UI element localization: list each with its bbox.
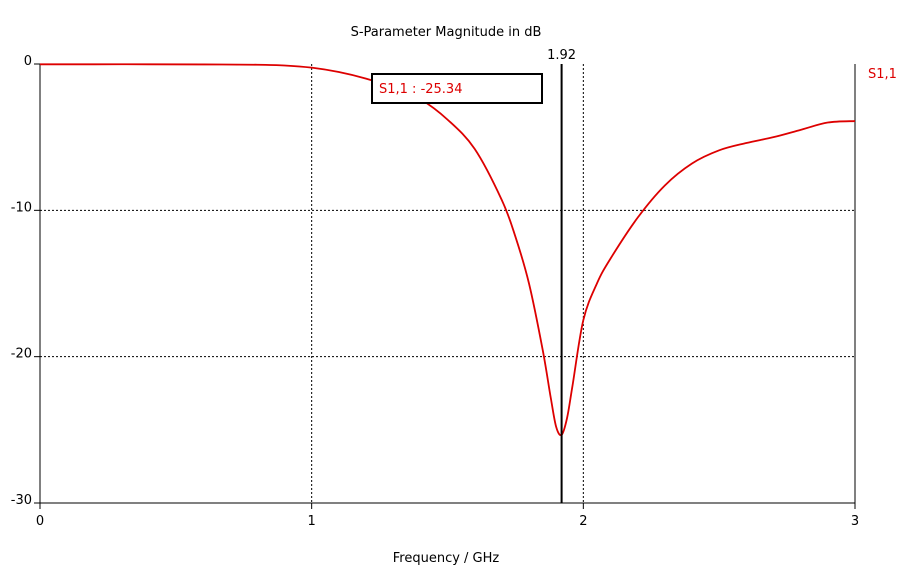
series-layer [39,63,856,437]
x-tick-label: 3 [851,514,859,529]
chart-title: S-Parameter Magnitude in dB [351,25,542,40]
x-tick-label: 1 [308,514,316,529]
grid-layer [40,64,855,503]
series-line-s11 [39,63,856,437]
marker-readout-box [371,73,543,104]
marker-readout-text: S1,1 : -25.34 [379,82,462,97]
y-tick-label: -10 [11,200,32,215]
legend-entry-s11: S1,1 [868,67,897,82]
y-tick-label: 0 [24,54,32,69]
y-tick-label: -30 [11,493,32,508]
x-tick-label: 0 [36,514,44,529]
x-axis-label: Frequency / GHz [393,551,500,566]
x-tick-label: 2 [579,514,587,529]
marker-x-label: 1.92 [547,48,576,63]
axes-layer [34,63,856,509]
tick-labels: 0 1 2 3 0 -10 -20 -30 [11,54,859,529]
marker-layer[interactable]: 1.92 S1,1 : -25.34 [371,48,576,503]
y-tick-label: -20 [11,347,32,362]
